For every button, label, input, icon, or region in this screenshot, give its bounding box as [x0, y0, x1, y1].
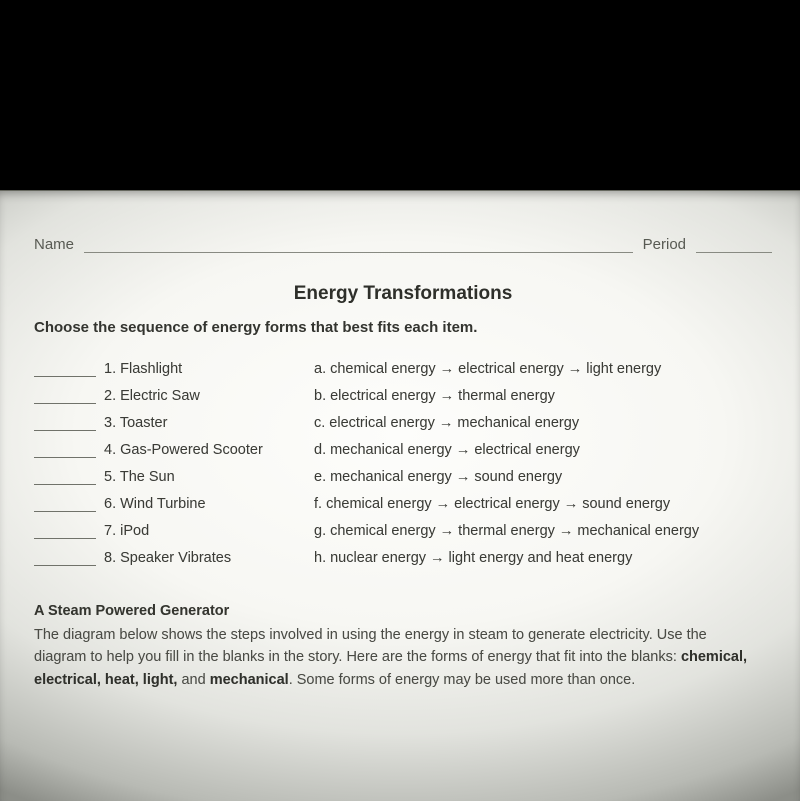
choice-row: h. nuclear energy → light energy and heat e… — [314, 539, 772, 566]
item-label: 7. iPod — [104, 524, 149, 539]
choice-part: sound energy — [582, 497, 670, 512]
choice-row: a.chemical energy→electrical energy→ligh… — [314, 350, 772, 377]
item-row: 8. Speaker Vibrates — [34, 539, 314, 566]
answer-blank — [34, 550, 96, 566]
choice-part: mechanical energy — [330, 470, 452, 485]
choice-part: mechanical energy — [457, 416, 579, 431]
choice-part: sound energy — [474, 470, 562, 485]
items-column: 1. Flashlight 2. Electric Saw 3. Toaster 4.… — [34, 350, 314, 566]
section2-post-text: . Some forms of energy may be used more … — [289, 672, 636, 688]
choice-part: chemical energy — [326, 497, 432, 512]
choice-part: electrical energy — [474, 443, 580, 458]
choice-row: f.chemical energy→electrical energy→soun… — [314, 485, 772, 512]
choice-part: nuclear energy — [330, 551, 426, 566]
item-row: 5. The Sun — [34, 458, 314, 485]
item-row: 1. Flashlight — [34, 350, 314, 377]
item-row: 4. Gas-Powered Scooter — [34, 431, 314, 458]
arrow-icon: → — [439, 416, 454, 431]
answer-blank — [34, 415, 96, 431]
choice-part: chemical energy — [330, 524, 436, 539]
worksheet-title: Energy Transformations — [34, 283, 772, 305]
name-blank-line — [84, 235, 633, 253]
choice-letter: d. — [314, 443, 326, 458]
instructions-text: Choose the sequence of energy forms that… — [34, 319, 772, 336]
arrow-icon: → — [440, 389, 455, 404]
name-label: Name — [34, 236, 74, 253]
choice-letter: a. — [314, 362, 326, 377]
item-label: 8. Speaker Vibrates — [104, 551, 231, 566]
choice-part: electrical energy — [458, 362, 564, 377]
item-label: 6. Wind Turbine — [104, 497, 206, 512]
section2-title: A Steam Powered Generator — [34, 600, 762, 622]
arrow-icon: → — [564, 497, 579, 512]
answer-blank — [34, 388, 96, 404]
choices-column: a.chemical energy→electrical energy→ligh… — [314, 350, 772, 566]
answer-blank — [34, 469, 96, 485]
answer-blank — [34, 523, 96, 539]
arrow-icon: → — [440, 524, 455, 539]
choice-letter: g. — [314, 524, 326, 539]
choice-row: e. mechanical energy →sound energy — [314, 458, 772, 485]
arrow-icon: → — [456, 443, 471, 458]
item-label: 5. The Sun — [104, 470, 175, 485]
choice-part: electrical energy — [330, 389, 436, 404]
arrow-icon: → — [440, 362, 455, 377]
content-area: Name Period Energy Transformations Choos… — [0, 191, 800, 691]
choice-part: light energy and heat energy — [449, 551, 633, 566]
choice-part: mechanical energy — [577, 524, 699, 539]
steam-generator-section: A Steam Powered Generator The diagram be… — [34, 600, 772, 692]
arrow-icon: → — [568, 362, 583, 377]
item-row: 7. iPod — [34, 512, 314, 539]
arrow-icon: → — [436, 497, 451, 512]
item-row: 3. Toaster — [34, 404, 314, 431]
choice-letter: f. — [314, 497, 322, 512]
item-label: 1. Flashlight — [104, 362, 182, 377]
choice-row: c. electrical energy →mechanical energy — [314, 404, 772, 431]
choice-row: d. mechanical energy →electrical energy — [314, 431, 772, 458]
choice-letter: b. — [314, 389, 326, 404]
period-label: Period — [643, 236, 686, 253]
arrow-icon: → — [559, 524, 574, 539]
choice-part: electrical energy — [454, 497, 560, 512]
choice-letter: e. — [314, 470, 326, 485]
choice-part: light energy — [586, 362, 661, 377]
item-label: 3. Toaster — [104, 416, 167, 431]
item-row: 6. Wind Turbine — [34, 485, 314, 512]
answer-blank — [34, 442, 96, 458]
header-row: Name Period — [34, 235, 772, 253]
item-label: 2. Electric Saw — [104, 389, 200, 404]
choice-part: mechanical energy — [330, 443, 452, 458]
section2-pre-text: The diagram below shows the steps involv… — [34, 627, 707, 665]
choice-letter: h. — [314, 551, 326, 566]
choice-part: thermal energy — [458, 524, 555, 539]
arrow-icon: → — [456, 470, 471, 485]
choice-part: chemical energy — [330, 362, 436, 377]
worksheet-page: Name Period Energy Transformations Choos… — [0, 190, 800, 801]
arrow-icon: → — [430, 551, 445, 566]
choice-letter: c. — [314, 416, 325, 431]
answer-blank — [34, 361, 96, 377]
matching-section: 1. Flashlight 2. Electric Saw 3. Toaster 4.… — [34, 350, 772, 566]
answer-blank — [34, 496, 96, 512]
item-row: 2. Electric Saw — [34, 377, 314, 404]
choice-row: b. electrical energy →thermal energy — [314, 377, 772, 404]
section2-mid-text: and — [177, 672, 209, 688]
choice-row: g.chemical energy→thermal energy→mechani… — [314, 512, 772, 539]
choice-part: electrical energy — [329, 416, 435, 431]
period-blank-line — [696, 235, 772, 253]
item-label: 4. Gas-Powered Scooter — [104, 443, 263, 458]
section2-bold-last: mechanical — [210, 672, 289, 688]
choice-part: thermal energy — [458, 389, 555, 404]
